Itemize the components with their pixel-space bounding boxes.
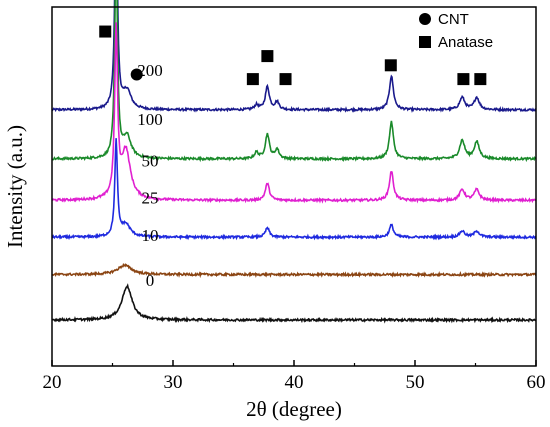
x-tick-label: 30 [164,372,183,393]
anatase-marker [261,50,274,63]
legend: CNT Anatase [419,11,493,51]
series-line-25 [51,138,537,241]
tick-layer: 20 30 40 50 60 [43,360,546,393]
anatase-marker [279,73,292,86]
marker-layer [99,25,487,86]
x-axis-title: 2θ (degree) [246,397,342,421]
series-line-10 [51,262,537,279]
anatase-marker [384,59,397,72]
x-tick-label: 20 [43,372,62,393]
x-tick-label: 50 [406,372,425,393]
series-label-0: 0 [146,271,155,290]
anatase-marker [457,73,470,86]
anatase-marker [474,73,487,86]
series-line-0 [51,283,537,324]
series-label-10: 10 [142,226,159,245]
plot-frame [51,6,537,367]
series-label-100: 100 [137,110,163,129]
series-line-50 [51,22,537,204]
series-label-25: 25 [142,188,159,207]
anatase-marker [99,25,112,38]
legend-circle-marker [419,13,431,25]
series-label-200: 200 [137,61,163,80]
series-line-200 [51,0,537,114]
y-axis-title: Intensity (a.u.) [3,125,27,248]
x-tick-label: 40 [285,372,304,393]
x-tick-label: 60 [527,372,546,393]
legend-label-anatase: Anatase [438,34,493,51]
anatase-marker [246,73,259,86]
legend-square-marker [419,36,431,48]
cnt-marker [130,68,143,81]
series-line-100 [51,0,537,163]
series-label-50: 50 [142,152,159,171]
legend-label-cnt: CNT [438,11,469,28]
